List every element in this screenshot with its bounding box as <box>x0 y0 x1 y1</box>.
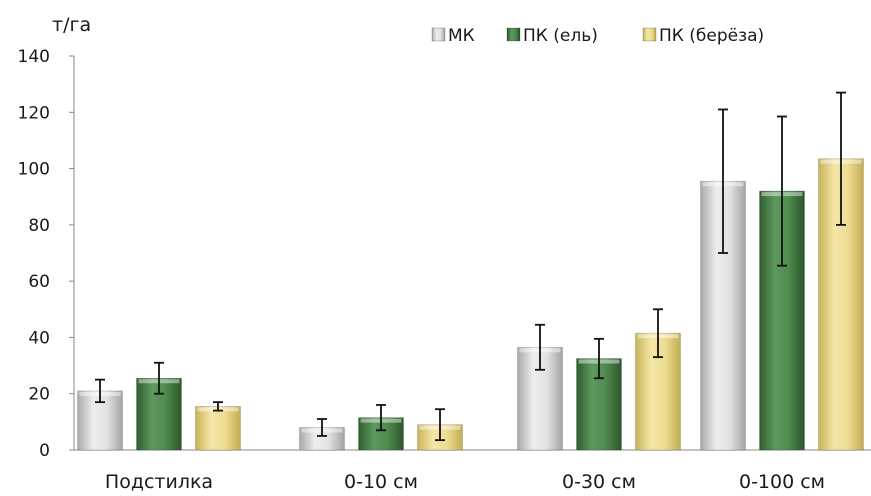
error-bar <box>317 418 327 437</box>
bars <box>77 158 864 451</box>
y-tick-label: 100 <box>18 160 50 180</box>
category-label: 0-100 см <box>739 471 825 493</box>
legend-item: ПК (ель) <box>506 26 598 46</box>
y-axis-unit-label: т/га <box>52 14 91 36</box>
y-tick-label: 120 <box>18 103 50 123</box>
bar <box>195 405 241 451</box>
legend: МК ПК (ель) ПК (берёза) <box>431 26 764 46</box>
legend-label: МК <box>448 26 475 46</box>
error-bar <box>376 404 386 432</box>
y-tick-label: 140 <box>18 47 50 67</box>
error-bars <box>95 91 846 442</box>
error-bar <box>777 115 787 267</box>
error-bar <box>535 323 545 371</box>
error-bar <box>594 337 604 380</box>
y-tick-label: 40 <box>28 328 50 348</box>
error-bar <box>154 361 164 395</box>
error-bar <box>653 308 663 359</box>
legend-item: ПК (берёза) <box>642 26 764 46</box>
category-labels: Подстилка 0-10 см 0-30 см 0-100 см <box>105 471 825 493</box>
legend-item: МК <box>431 26 475 46</box>
legend-swatch <box>506 27 521 42</box>
legend-label: ПК (берёза) <box>659 26 764 46</box>
y-axis: 0 20 40 60 80 100 120 140 <box>18 47 75 461</box>
error-bar <box>718 108 728 254</box>
error-bar <box>213 401 223 412</box>
error-bar <box>836 91 846 226</box>
y-tick-label: 80 <box>28 216 50 236</box>
y-tick-label: 20 <box>28 385 50 405</box>
legend-label: ПК (ель) <box>523 26 598 46</box>
error-bar <box>95 378 105 404</box>
category-label: Подстилка <box>105 471 213 493</box>
category-label: 0-10 см <box>344 471 418 493</box>
legend-swatch <box>431 27 446 42</box>
legend-swatch <box>642 27 657 42</box>
error-bar <box>435 408 445 442</box>
y-tick-label: 60 <box>28 272 50 292</box>
category-label: 0-30 см <box>562 471 636 493</box>
y-tick-label: 0 <box>39 441 50 461</box>
y-tick-labels: 0 20 40 60 80 100 120 140 <box>18 47 74 461</box>
